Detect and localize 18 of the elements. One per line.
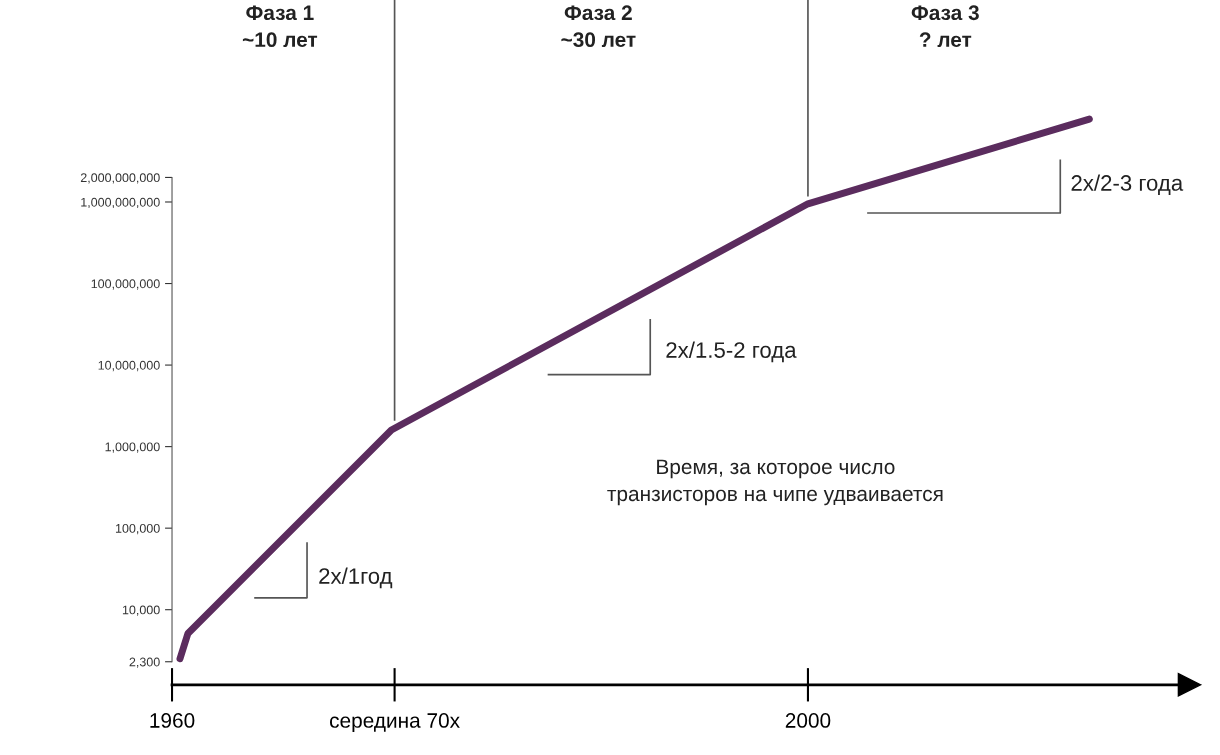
- y-tick-label: 2,000,000,000: [80, 173, 160, 184]
- annotation: 2x/1.5-2 года: [666, 341, 797, 363]
- x-tick-label: 2000: [785, 713, 831, 728]
- annotation: 2x/2-3 года: [1071, 174, 1184, 196]
- annotation: Фаза 1 ~10 лет: [242, 5, 318, 48]
- x-tick-label: середина 70х: [330, 713, 460, 732]
- annotation: Время, за которое число транзисторов на чипе удваивается: [607, 459, 943, 506]
- y-tick-label: 2,300: [129, 657, 160, 668]
- y-tick-label: 10,000,000: [98, 360, 160, 372]
- annotation: 2x/1год: [319, 567, 393, 589]
- y-tick-label: 10,000: [122, 605, 160, 616]
- x-tick-label: 1960: [150, 713, 195, 728]
- y-tick-label: 100,000,000: [91, 279, 160, 290]
- y-tick-label: 1,000,000,000: [81, 197, 160, 209]
- annotation: Фаза 2 ~30 лет: [561, 5, 636, 48]
- y-tick-label: 1,000,000: [105, 442, 160, 453]
- y-tick-label: 100,000: [115, 523, 160, 535]
- annotation: Фаза 3 ? лет: [911, 5, 979, 48]
